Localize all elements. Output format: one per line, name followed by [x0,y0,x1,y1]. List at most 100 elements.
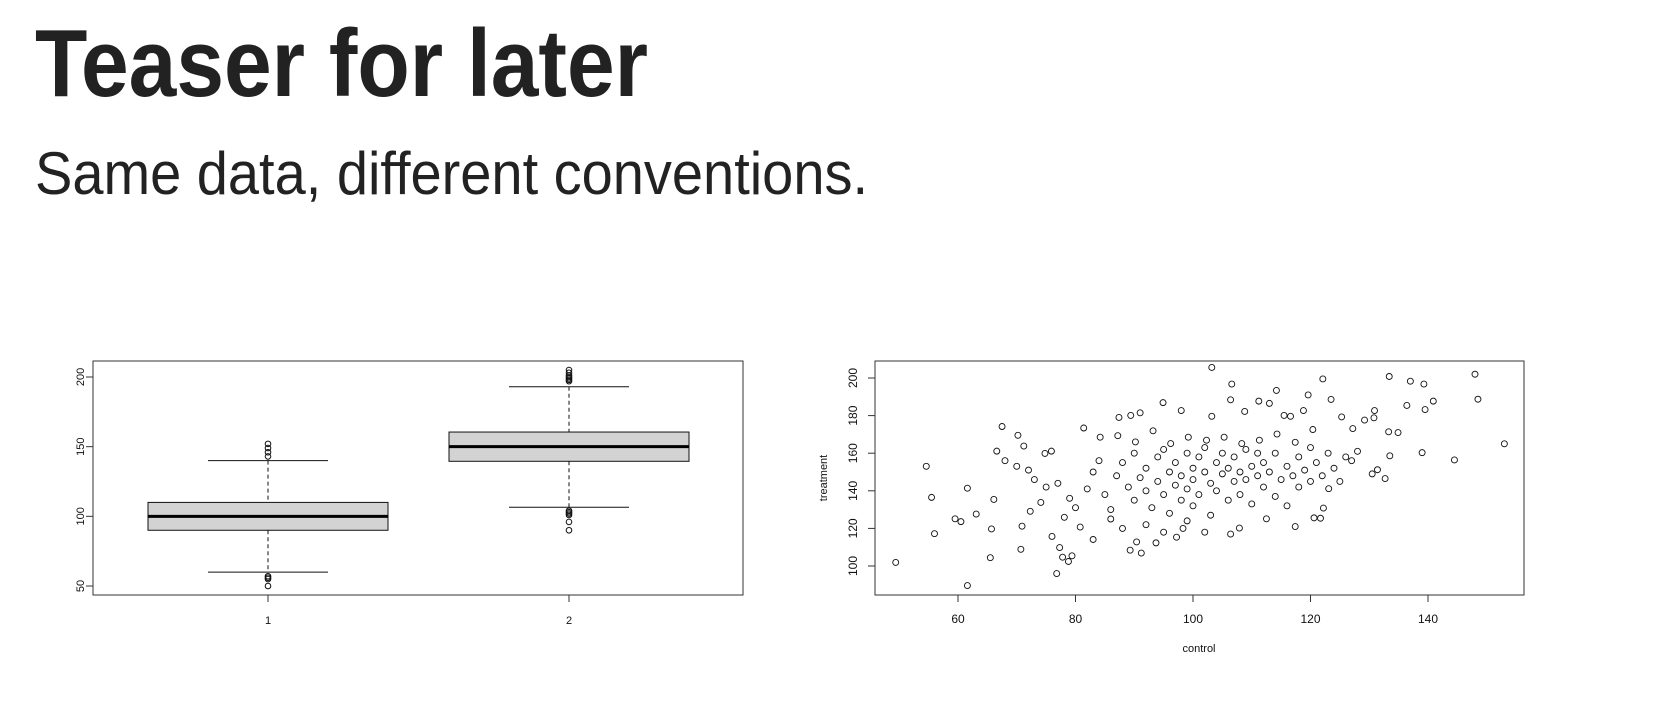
data-point [1107,515,1115,523]
data-point [1149,427,1157,435]
data-point [1385,428,1393,436]
data-point [1107,506,1115,514]
data-point [1207,479,1215,487]
data-point [1230,477,1238,485]
data-point [1273,430,1281,438]
data-point [1299,407,1307,414]
data-point [1474,395,1482,403]
data-point [1354,447,1361,455]
y-tick-label: 100 [846,556,860,576]
data-point [1068,552,1076,560]
data-point [1319,375,1327,383]
data-point [1349,425,1357,433]
data-point [1238,440,1246,448]
data-point [1220,433,1228,441]
data-point [1124,483,1132,491]
data-point [1177,472,1185,480]
slide-title: Teaser for later [35,10,648,117]
data-point [972,510,980,518]
data-point [1030,476,1038,483]
data-point [1042,483,1050,491]
data-point [1096,433,1104,441]
data-point [1014,431,1022,439]
data-point [1195,453,1203,461]
data-point [1342,453,1350,461]
data-point [1089,468,1097,476]
data-point [1201,528,1209,536]
y-axis-label: treatment [818,455,830,501]
data-point [1289,472,1297,480]
data-point [1394,429,1402,436]
data-point [1201,444,1209,452]
data-point [1160,491,1168,499]
data-point [1133,538,1141,546]
data-point [1183,517,1191,525]
y-tick-label: 140 [846,480,860,500]
data-point [1304,391,1312,399]
data-point [1213,487,1220,495]
y-tick-label: 100 [75,507,87,525]
data-point [1142,487,1150,495]
data-point [1137,549,1145,557]
data-point [1317,514,1324,522]
data-point [1307,477,1314,485]
y-tick-label: 160 [846,443,860,463]
data-point [1236,491,1244,499]
data-point [1287,412,1294,420]
y-tick-label: 180 [846,405,860,425]
data-point [957,518,965,526]
data-point [1183,449,1191,457]
data-point [1224,464,1232,472]
data-point [1310,514,1318,522]
data-point [1159,399,1167,407]
data-point [1213,459,1220,467]
data-point [1072,504,1079,512]
data-point [1500,440,1508,448]
outlier-point [565,511,573,519]
data-point [1056,544,1064,552]
data-point [1152,539,1160,547]
data-point [1283,502,1291,510]
data-point [1167,440,1175,448]
boxplot-chart: 50 100 150 200 1 2 [75,360,744,627]
data-point [1064,558,1072,565]
data-point [1301,466,1309,474]
data-point [1403,401,1411,409]
data-point [990,495,998,503]
data-point [1001,457,1009,465]
data-point [1177,407,1185,414]
data-point [1201,468,1209,476]
data-point [1260,483,1267,491]
data-point [1295,483,1303,491]
data-point [1272,386,1280,394]
data-point [1254,449,1262,457]
data-point [1450,456,1458,464]
data-point [1429,397,1437,405]
outlier-point [565,369,573,377]
data-point [1265,468,1273,476]
data-point [1148,504,1156,512]
outlier-point [264,444,272,452]
data-point [1418,449,1426,457]
data-point [1013,462,1021,470]
data-point [1242,476,1250,483]
data-point [1136,474,1144,482]
data-point [1368,470,1376,478]
data-point [1154,477,1162,485]
data-point [1262,515,1270,523]
outlier-point [565,526,573,534]
data-point [1330,464,1338,472]
data-point [1318,472,1326,480]
data-point [1126,546,1134,554]
data-point [1119,524,1126,532]
data-point [1089,536,1097,543]
y-tick-label: 50 [75,580,87,592]
data-point [1307,444,1314,452]
outlier-point [264,448,272,456]
data-point [1054,479,1062,487]
data-point [892,558,900,566]
data-point [1283,462,1291,470]
data-point [1241,408,1249,415]
slide-subtitle: Same data, different conventions. [35,140,868,207]
data-point [1183,485,1191,493]
